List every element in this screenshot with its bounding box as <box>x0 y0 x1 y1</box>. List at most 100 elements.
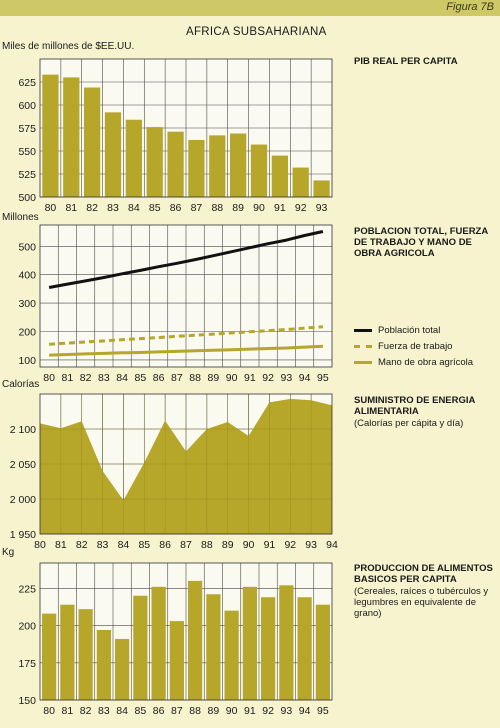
chart1-ytick-label: 600 <box>18 100 36 112</box>
chart1-ytick-label: 625 <box>18 77 36 89</box>
chart4-bar <box>242 586 257 700</box>
chart3-xtick-label: 92 <box>284 539 296 551</box>
chart2-xtick-label: 83 <box>98 372 110 384</box>
chart4-xtick-label: 81 <box>62 705 74 717</box>
chart1-bar <box>63 77 80 197</box>
chart1-bar <box>125 119 142 197</box>
legend-item-mano: Mano de obra agrícola <box>354 357 473 368</box>
chart4-bar <box>315 604 330 700</box>
chart2-ytick-label: 200 <box>18 327 36 339</box>
chart4-xtick-label: 91 <box>244 705 256 717</box>
chart4-bar <box>78 609 93 700</box>
chart4-bar <box>151 586 166 700</box>
chart2-xtick-label: 93 <box>281 372 293 384</box>
chart2-xtick-label: 84 <box>116 372 128 384</box>
chart2-line-fuerza-trabajo <box>49 325 324 346</box>
chart1-xtick-label: 89 <box>232 202 244 214</box>
chart1-xtick-label: 91 <box>274 202 286 214</box>
chart3-xtick-label: 94 <box>326 539 338 551</box>
chart2-ytick-label: 400 <box>18 270 36 282</box>
page-title: AFRICA SUBSAHARIANA <box>186 26 327 38</box>
chart4-xtick-label: 86 <box>153 705 165 717</box>
chart2-line-poblacion-total <box>48 230 324 289</box>
chart4-xtick-label: 90 <box>226 705 238 717</box>
chart1-ytick-label: 575 <box>18 123 36 135</box>
chart4-xtick-label: 88 <box>189 705 201 717</box>
chart4-subtitle: (Cereales, raíces o tubérculos y legumbr… <box>354 586 489 619</box>
chart1-bar <box>104 112 122 197</box>
chart3-xtick-label: 93 <box>305 539 317 551</box>
chart1-bar <box>271 155 288 197</box>
chart1-bar <box>146 127 163 197</box>
chart1-bar <box>250 144 268 197</box>
chart4-bar <box>133 595 148 700</box>
chart3-ytick-label: 1 950 <box>10 529 36 541</box>
chart4-xtick-label: 94 <box>299 705 311 717</box>
top-banner <box>0 0 500 16</box>
legend-item-poblacion: Población total <box>354 325 440 336</box>
chart1-ytick-label: 500 <box>18 192 36 204</box>
chart1-xtick-label: 90 <box>253 202 265 214</box>
chart4-ytick-label: 150 <box>18 695 36 707</box>
figure-label: Figura 7B <box>446 1 494 13</box>
chart4-bar <box>206 594 221 700</box>
chart1-xtick-label: 84 <box>128 202 140 214</box>
chart3-frame <box>39 393 333 535</box>
chart4-xtick-label: 87 <box>171 705 183 717</box>
chart4-frame <box>39 562 333 701</box>
chart2-xtick-label: 89 <box>208 372 220 384</box>
legend-swatch-olive <box>354 360 372 364</box>
chart2-xtick-label: 90 <box>226 372 238 384</box>
chart3-xtick-label: 80 <box>34 539 46 551</box>
chart2-xtick-label: 95 <box>317 372 329 384</box>
chart1-xtick-label: 81 <box>65 202 77 214</box>
chart4-bar <box>188 580 203 700</box>
chart2-xtick-label: 80 <box>43 372 55 384</box>
chart4-bar <box>279 585 294 700</box>
chart2-xtick-label: 86 <box>153 372 165 384</box>
chart3-xtick-label: 88 <box>201 539 213 551</box>
chart2-xtick-label: 88 <box>189 372 201 384</box>
chart4-bar <box>261 597 276 700</box>
chart1-bar <box>84 87 101 197</box>
legend-swatch-black <box>354 328 372 332</box>
chart4-xtick-label: 80 <box>43 705 55 717</box>
chart1-bar <box>209 135 226 197</box>
chart3-unit-label: Calorías <box>2 379 40 390</box>
chart2-unit-label: Millones <box>2 212 39 223</box>
chart3-xtick-label: 83 <box>97 539 109 551</box>
legend-label-fuerza: Fuerza de trabajo <box>378 341 453 352</box>
chart1-xtick-label: 87 <box>191 202 203 214</box>
chart1-bar <box>167 131 184 197</box>
chart1-bar <box>313 180 330 197</box>
chart1-frame <box>39 58 333 198</box>
chart4-xtick-label: 92 <box>262 705 274 717</box>
chart1-xtick-label: 80 <box>45 202 57 214</box>
chart4-xtick-label: 84 <box>116 705 128 717</box>
chart3-xtick-label: 85 <box>138 539 150 551</box>
chart4-bar <box>60 604 75 700</box>
chart4-xtick-label: 95 <box>317 705 329 717</box>
legend-swatch-dashed <box>354 344 372 348</box>
chart1-ytick-label: 550 <box>18 146 36 158</box>
chart2-xtick-label: 85 <box>135 372 147 384</box>
chart3-xtick-label: 81 <box>55 539 67 551</box>
chart2-xtick-label: 92 <box>262 372 274 384</box>
chart2-xtick-label: 94 <box>299 372 311 384</box>
chart1-bar <box>188 139 205 197</box>
chart4-bar <box>169 621 184 700</box>
chart2-ytick-label: 300 <box>18 298 36 310</box>
legend-item-fuerza: Fuerza de trabajo <box>354 341 452 352</box>
chart1-bar <box>42 74 59 197</box>
chart2-xtick-label: 82 <box>80 372 92 384</box>
legend-label-mano: Mano de obra agrícola <box>378 357 474 368</box>
chart1-xtick-label: 85 <box>149 202 161 214</box>
chart3-xtick-label: 86 <box>159 539 171 551</box>
chart1-bar <box>230 133 247 197</box>
chart1-xtick-label: 88 <box>211 202 223 214</box>
chart3-xtick-label: 87 <box>180 539 192 551</box>
chart2-ytick-label: 100 <box>18 355 36 367</box>
chart3-xtick-label: 90 <box>243 539 255 551</box>
chart1-xtick-label: 92 <box>295 202 307 214</box>
